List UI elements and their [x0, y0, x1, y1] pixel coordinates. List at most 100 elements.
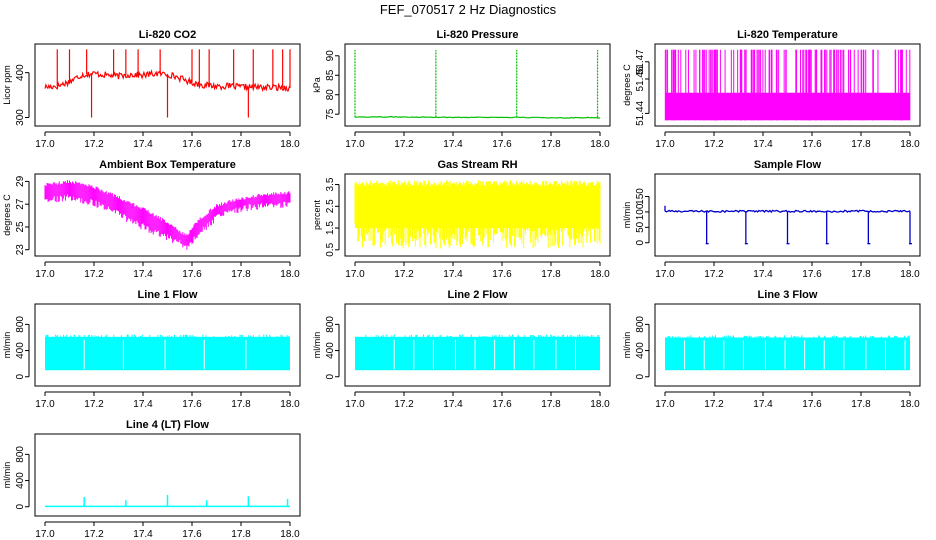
y-tick-label: 800	[635, 316, 646, 333]
plot-area	[354, 49, 600, 119]
plot-area	[355, 334, 600, 371]
panel-title: Sample Flow	[754, 159, 822, 171]
panel-title: Li-820 Pressure	[437, 29, 519, 41]
x-tick-label: 17.4	[133, 399, 153, 410]
y-tick-label: 400	[635, 342, 646, 359]
x-tick-label: 17.6	[802, 139, 822, 150]
x-tick-label: 17.8	[231, 399, 251, 410]
x-tick-label: 17.4	[443, 399, 463, 410]
y-tick-label: 23	[15, 244, 26, 256]
x-tick-label: 17.6	[182, 269, 202, 280]
x-tick-label: 17.8	[541, 139, 561, 150]
y-tick-label: 51.44	[635, 100, 646, 125]
x-tick-label: 17.8	[851, 269, 871, 280]
x-tick-label: 17.4	[753, 139, 773, 150]
y-axis-label: ml/min	[622, 202, 632, 229]
panel-title: Li-820 CO2	[139, 29, 196, 41]
y-axis-label: percent	[312, 199, 322, 230]
x-tick-label: 17.4	[133, 269, 153, 280]
panel-title: Ambient Box Temperature	[99, 159, 236, 171]
plot-frame	[654, 173, 921, 257]
y-tick-label: 400	[15, 472, 26, 489]
y-axis-label: ml/min	[2, 332, 12, 359]
y-tick-label: 300	[15, 109, 26, 126]
x-tick-label: 17.0	[655, 399, 675, 410]
x-tick-label: 17.0	[345, 399, 365, 410]
x-tick-label: 17.8	[541, 269, 561, 280]
plot-frame	[344, 173, 611, 257]
y-tick-label: 27	[15, 198, 26, 210]
chart-panel-10: Line 4 (LT) Flow 17.0 17.2 17.4 17.6 17.8 18.0…	[2, 419, 301, 540]
x-tick-label: 17.6	[492, 139, 512, 150]
y-tick-label: 0	[15, 374, 26, 380]
y-tick-label: 0	[635, 240, 646, 246]
chart-panel-8: Line 2 Flow 17.0 17.2 17.4 17.6 17.8 18.0 0 400 8…	[312, 289, 611, 410]
x-tick-label: 17.6	[492, 269, 512, 280]
chart-panel-9: Line 3 Flow 17.0 17.2 17.4 17.6 17.8 18.0 0 400 8…	[622, 289, 921, 410]
x-tick-label: 17.2	[84, 139, 104, 150]
x-tick-label: 17.0	[345, 269, 365, 280]
x-tick-label: 17.2	[394, 139, 414, 150]
x-tick-label: 17.8	[851, 139, 871, 150]
x-tick-label: 17.2	[704, 139, 724, 150]
y-axis-label: Licor ppm	[2, 65, 12, 105]
x-tick-label: 17.0	[35, 399, 55, 410]
x-tick-label: 17.8	[231, 529, 251, 540]
x-tick-label: 18.0	[590, 139, 610, 150]
figure-title: FEF_070517 2 Hz Diagnostics	[380, 2, 557, 17]
chart-panel-1: Li-820 CO2 17.0 17.2 17.4 17.6 17.8 18.0 300 400…	[2, 29, 301, 150]
y-tick-label: 400	[325, 342, 336, 359]
x-tick-label: 17.4	[133, 139, 153, 150]
y-tick-label: 2.5	[325, 199, 336, 213]
series-line	[354, 115, 600, 119]
x-tick-label: 17.0	[345, 139, 365, 150]
y-axis-label: degrees C	[2, 194, 12, 236]
x-tick-label: 17.4	[443, 269, 463, 280]
x-tick-label: 17.8	[541, 399, 561, 410]
band-fill	[45, 336, 290, 371]
y-tick-label: 800	[15, 446, 26, 463]
plot-area	[44, 180, 291, 250]
plot-frame	[344, 43, 611, 127]
y-tick-label: 800	[325, 316, 336, 333]
plot-area	[664, 205, 912, 245]
y-axis-label: ml/min	[622, 332, 632, 359]
x-tick-label: 17.2	[394, 269, 414, 280]
y-tick-label: 1.5	[325, 221, 336, 235]
y-tick-label: 400	[15, 342, 26, 359]
panel-title: Line 4 (LT) Flow	[126, 419, 209, 431]
x-tick-label: 17.0	[35, 269, 55, 280]
x-tick-label: 17.6	[802, 399, 822, 410]
x-tick-label: 17.6	[182, 529, 202, 540]
y-tick-label: 800	[15, 316, 26, 333]
panel-title: Line 2 Flow	[448, 289, 508, 301]
x-tick-label: 17.4	[753, 399, 773, 410]
panel-title: Line 3 Flow	[758, 289, 818, 301]
x-tick-label: 17.0	[35, 529, 55, 540]
y-tick-label: 75	[325, 108, 336, 120]
y-axis-label: ml/min	[312, 332, 322, 359]
y-tick-label: 0	[15, 504, 26, 510]
plot-area	[665, 335, 910, 371]
x-tick-label: 17.4	[753, 269, 773, 280]
y-tick-label: 51.46	[635, 66, 646, 91]
x-tick-label: 17.4	[443, 139, 463, 150]
y-tick-label: 0	[635, 374, 646, 380]
plot-frame	[654, 43, 921, 127]
band-fill	[355, 336, 600, 371]
x-tick-label: 17.2	[84, 399, 104, 410]
plot-area	[44, 49, 291, 118]
x-tick-label: 18.0	[900, 139, 920, 150]
chart-panel-4: Ambient Box Temperature 17.0 17.2 17.4 17.6 1…	[2, 159, 301, 280]
y-tick-label: 150	[635, 188, 646, 205]
chart-panel-3: Li-820 Temperature 17.0 17.2 17.4 17.6 17.8 18…	[622, 29, 921, 150]
y-tick-label: 400	[15, 64, 26, 81]
x-tick-label: 17.2	[704, 399, 724, 410]
x-tick-label: 17.6	[802, 269, 822, 280]
x-tick-label: 17.6	[492, 399, 512, 410]
plot-area	[354, 180, 601, 249]
y-axis-label: degrees C	[622, 64, 632, 106]
x-tick-label: 18.0	[280, 399, 300, 410]
y-tick-label: 51.47	[635, 49, 646, 74]
